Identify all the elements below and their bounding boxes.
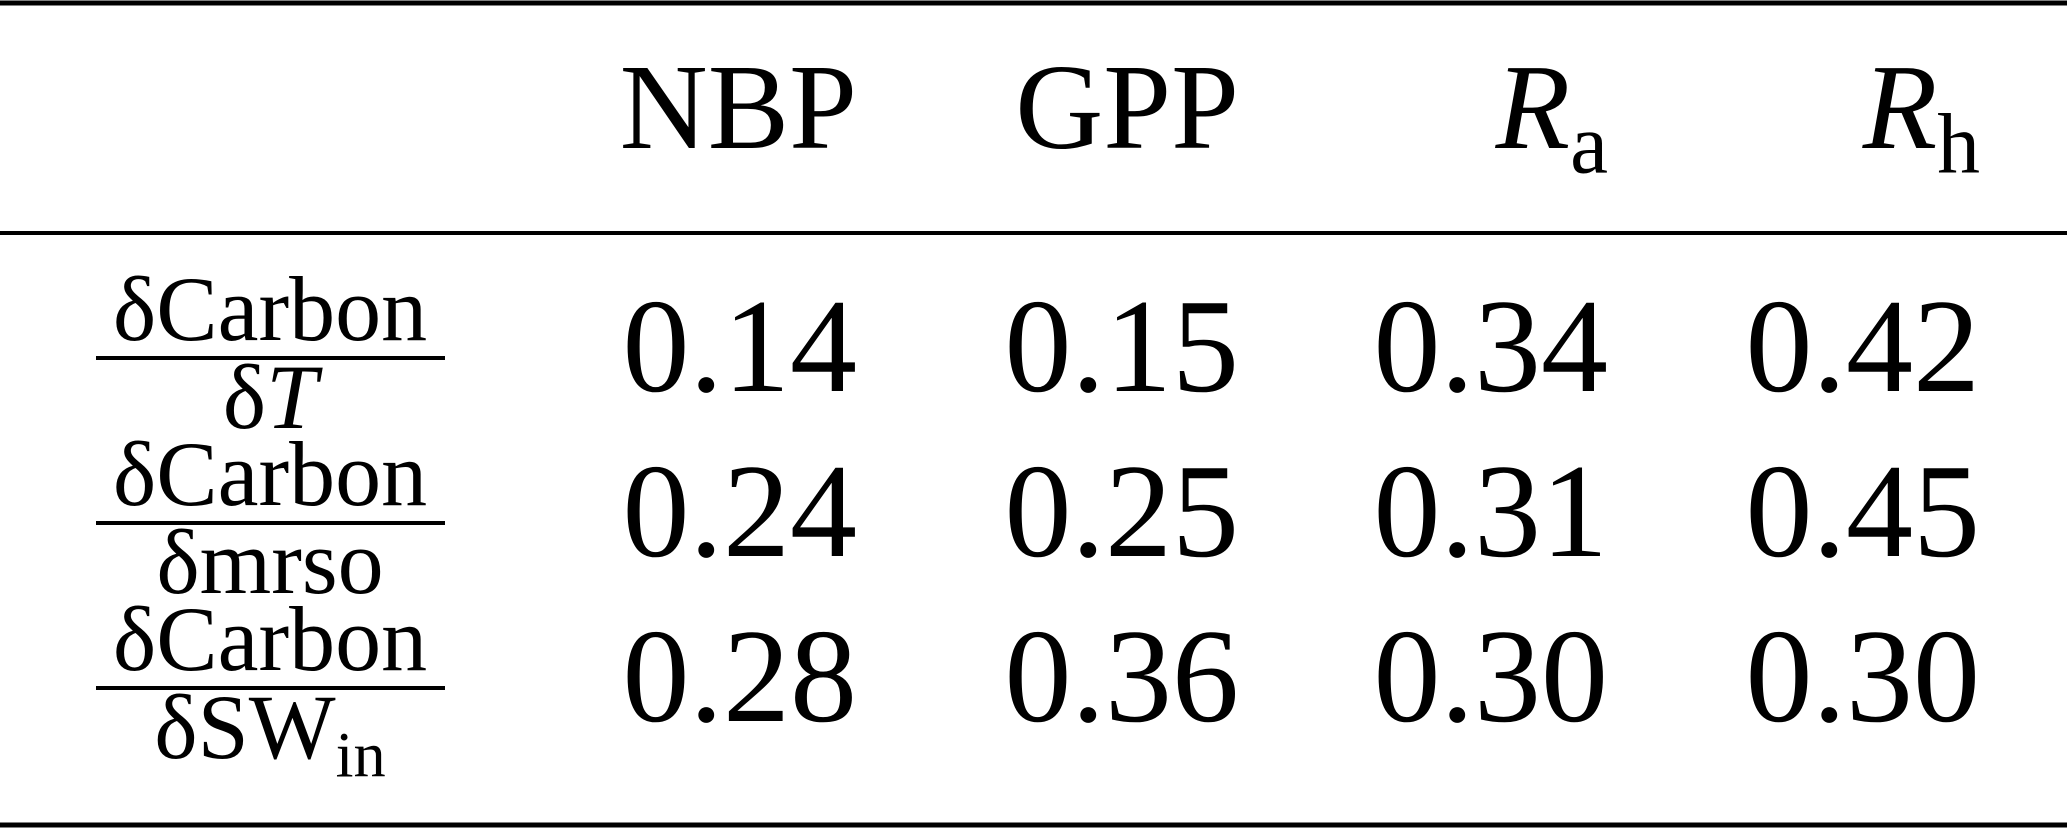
text-segment: a	[1570, 97, 1608, 191]
cell-value: 0.25	[1005, 437, 1240, 585]
cell-value: 0.34	[1374, 272, 1609, 420]
text-segment: δSW	[154, 676, 336, 778]
fraction-numerator: δCarbon	[113, 258, 427, 360]
text-segment: NBP	[620, 40, 857, 175]
text-segment: T	[266, 346, 323, 448]
column-header: GPP	[1015, 40, 1239, 175]
cell-value: 0.30	[1746, 602, 1981, 750]
column-header: Rh	[1862, 40, 1980, 191]
text-segment: R	[1495, 40, 1571, 175]
fraction-numerator: δCarbon	[113, 588, 427, 690]
cell-value: 0.42	[1746, 272, 1981, 420]
column-header: Ra	[1495, 40, 1608, 191]
fraction-numerator: δCarbon	[113, 423, 427, 525]
cell-value: 0.45	[1746, 437, 1981, 585]
cell-value: 0.24	[623, 437, 858, 585]
cell-value: 0.14	[623, 272, 858, 420]
cell-value: 0.31	[1374, 437, 1609, 585]
text-segment: GPP	[1015, 40, 1239, 175]
text-segment: δ	[223, 346, 266, 448]
column-header: NBP	[620, 40, 857, 175]
cell-value: 0.15	[1005, 272, 1240, 420]
text-segment: δmrso	[156, 511, 383, 613]
fraction-denominator: δT	[223, 346, 323, 448]
cell-value: 0.28	[623, 602, 858, 750]
fraction-denominator: δmrso	[156, 511, 383, 613]
text-segment: R	[1862, 40, 1938, 175]
text-segment: h	[1937, 97, 1980, 191]
text-segment: in	[336, 719, 386, 790]
fraction-denominator: δSWin	[154, 676, 385, 790]
cell-value: 0.36	[1005, 602, 1240, 750]
cell-value: 0.30	[1374, 602, 1609, 750]
